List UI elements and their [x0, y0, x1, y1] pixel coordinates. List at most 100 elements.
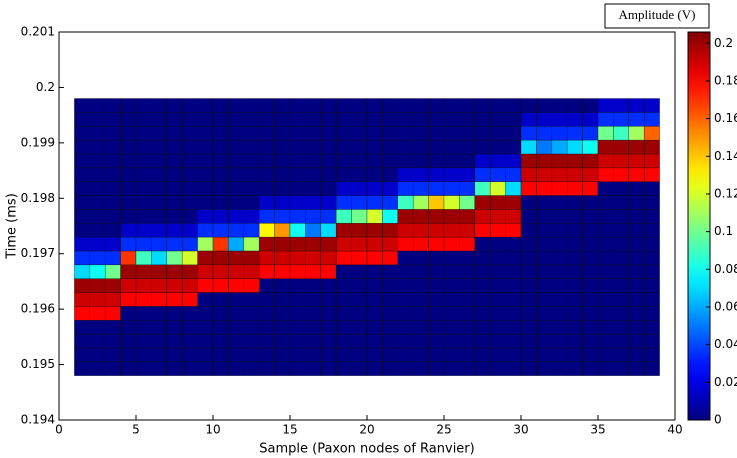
heat-cell: [351, 181, 368, 196]
heat-cell: [320, 167, 337, 182]
heat-cell: [197, 264, 214, 279]
heat-cell: [181, 98, 198, 113]
heat-cell: [120, 347, 137, 363]
heat-cell: [566, 292, 583, 307]
heat-cell: [228, 236, 245, 252]
heat-cell: [643, 98, 660, 113]
heat-cell: [320, 139, 337, 155]
heat-cell: [397, 264, 414, 279]
heat-cell: [428, 167, 445, 182]
heat-cell: [628, 139, 645, 155]
y-tick-label: 0.201: [21, 25, 55, 39]
heat-cell: [643, 222, 660, 238]
heat-cell: [258, 333, 275, 349]
heat-cell: [151, 292, 168, 307]
heat-cell: [212, 292, 229, 307]
heat-cell: [243, 236, 260, 252]
heat-cell: [412, 250, 429, 266]
heat-cell: [582, 153, 599, 169]
heat-cell: [520, 98, 537, 113]
heat-cell: [613, 236, 630, 252]
heat-cell: [289, 153, 306, 169]
heat-cell: [566, 153, 583, 169]
heat-cell: [474, 361, 491, 376]
heat-cell: [443, 333, 460, 349]
heat-cell: [428, 306, 445, 321]
heat-cell: [258, 361, 275, 376]
heat-cell: [135, 264, 152, 279]
heat-cell: [135, 361, 152, 376]
heat-cell: [397, 347, 414, 363]
heat-cell: [397, 167, 414, 182]
heat-cell: [274, 319, 291, 335]
heat-cell: [489, 112, 506, 127]
heat-cell: [643, 125, 660, 141]
heat-cell: [505, 167, 522, 182]
heat-cell: [274, 333, 291, 349]
heat-cell: [197, 98, 214, 113]
heat-cell: [135, 153, 152, 169]
colorbar-tick-label: 0.06: [714, 299, 737, 313]
heat-cell: [320, 98, 337, 113]
heat-cell: [351, 112, 368, 127]
heat-cell: [613, 181, 630, 196]
heat-cell: [443, 112, 460, 127]
heat-cell: [443, 98, 460, 113]
heat-cell: [104, 306, 121, 321]
heat-cell: [228, 250, 245, 266]
heat-cell: [335, 333, 352, 349]
heat-cell: [412, 222, 429, 238]
heat-cell: [320, 195, 337, 210]
heat-cell: [305, 361, 322, 376]
heat-cell: [536, 278, 553, 293]
heat-cell: [459, 167, 476, 182]
heat-cell: [412, 361, 429, 376]
heat-cell: [613, 361, 630, 376]
heat-cell: [120, 209, 137, 224]
heat-cell: [228, 222, 245, 238]
heat-cell: [382, 195, 399, 210]
heat-cell: [459, 222, 476, 238]
heat-cell: [582, 222, 599, 238]
heat-cell: [305, 125, 322, 141]
heat-cell: [397, 361, 414, 376]
heat-cell: [228, 209, 245, 224]
heat-cell: [582, 264, 599, 279]
heat-cell: [582, 139, 599, 155]
heat-cell: [520, 319, 537, 335]
heat-cell: [489, 195, 506, 210]
y-tick-label: 0.2: [36, 80, 55, 94]
heat-cell: [382, 264, 399, 279]
heat-cell: [505, 112, 522, 127]
heat-cell: [74, 153, 91, 169]
heat-cell: [289, 167, 306, 182]
heat-cell: [258, 167, 275, 182]
heat-cell: [412, 181, 429, 196]
heat-cell: [197, 153, 214, 169]
heat-cell: [243, 361, 260, 376]
heat-cell: [212, 361, 229, 376]
heat-cell: [151, 222, 168, 238]
heat-cell: [536, 250, 553, 266]
heat-cell: [151, 250, 168, 266]
heat-cell: [412, 278, 429, 293]
heat-cell: [505, 278, 522, 293]
heat-cell: [197, 333, 214, 349]
heat-cell: [505, 98, 522, 113]
heat-cell: [551, 306, 568, 321]
heat-cell: [151, 153, 168, 169]
heat-cell: [135, 112, 152, 127]
heat-cell: [166, 306, 183, 321]
heat-cell: [289, 236, 306, 252]
heat-cell: [397, 333, 414, 349]
heat-cell: [305, 278, 322, 293]
heat-cell: [643, 347, 660, 363]
heat-cell: [412, 153, 429, 169]
heat-cell: [366, 306, 383, 321]
heat-cell: [120, 250, 137, 266]
heat-cell: [181, 222, 198, 238]
x-tick-label: 40: [667, 423, 682, 437]
heat-cell: [582, 125, 599, 141]
heat-cell: [520, 181, 537, 196]
heat-cell: [643, 250, 660, 266]
